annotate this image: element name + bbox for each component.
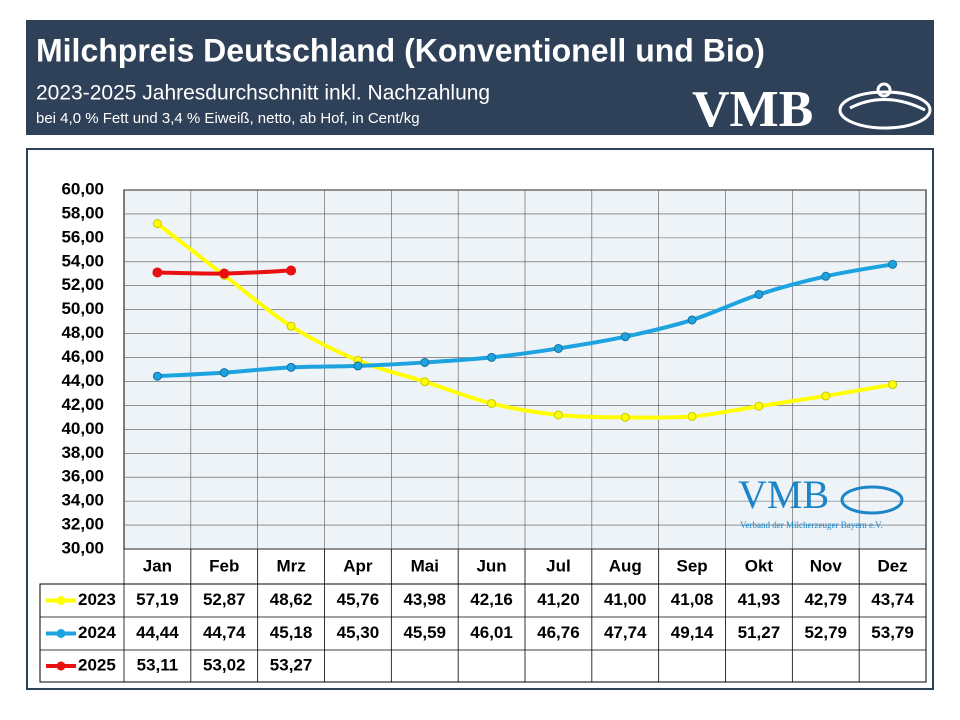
table-value: 46,01 [470, 623, 513, 642]
table-value: 53,11 [137, 655, 179, 674]
point [821, 271, 831, 281]
table-value: 45,59 [403, 623, 446, 642]
chart-note: bei 4,0 % Fett und 3,4 % Eiweiß, netto, … [36, 110, 420, 127]
table-value: 43,98 [403, 590, 446, 609]
point [888, 380, 898, 390]
y-tick-label: 30,00 [61, 538, 104, 557]
legend-marker [56, 629, 66, 638]
x-tick-label: Okt [745, 556, 774, 575]
table-value: 43,74 [871, 590, 914, 609]
table-value: 47,74 [604, 623, 647, 642]
y-tick-label: 52,00 [61, 275, 104, 294]
chart-subtitle: 2023-2025 Jahresdurchschnitt inkl. Nachz… [36, 82, 490, 105]
y-tick-label: 58,00 [61, 203, 104, 222]
point [219, 368, 229, 378]
point [420, 357, 430, 367]
table-value: 45,18 [270, 623, 313, 642]
y-tick-label: 36,00 [61, 467, 104, 486]
table-value: 49,14 [671, 623, 714, 642]
x-tick-label: Apr [343, 556, 373, 575]
y-tick-label: 34,00 [61, 491, 104, 510]
y-tick-label: 50,00 [61, 299, 104, 318]
table-value: 57,19 [136, 590, 179, 609]
table-value: 44,74 [203, 623, 246, 642]
point [553, 410, 563, 420]
table-value: 44,44 [136, 623, 179, 642]
point [353, 361, 363, 371]
point [821, 391, 831, 401]
watermark-text: Verband der Milcherzeuger Bayern e.V. [740, 520, 883, 530]
x-tick-label: Feb [209, 556, 239, 575]
table-value: 51,27 [738, 623, 781, 642]
legend-label: 2023 [78, 590, 116, 609]
point [620, 332, 630, 342]
table-value: 41,20 [537, 590, 580, 609]
table-value: 41,08 [671, 590, 714, 609]
point [754, 401, 764, 411]
x-tick-label: Jun [476, 556, 506, 575]
point [754, 289, 764, 299]
legend-label: 2024 [78, 623, 116, 642]
point [286, 362, 296, 372]
point [152, 267, 163, 278]
y-tick-label: 44,00 [61, 371, 104, 390]
table-value: 41,93 [738, 590, 781, 609]
watermark-swoosh [840, 485, 904, 515]
table-value: 42,16 [470, 590, 513, 609]
x-tick-label: Aug [609, 556, 642, 575]
point [286, 321, 296, 331]
point [487, 352, 497, 362]
table-value: 52,79 [804, 623, 847, 642]
legend-marker [56, 596, 66, 605]
table-value: 45,76 [337, 590, 380, 609]
y-tick-label: 60,00 [61, 179, 104, 198]
point [286, 265, 297, 276]
logo-swoosh [838, 82, 932, 130]
point [487, 398, 497, 408]
table-value: 45,30 [337, 623, 380, 642]
table-value: 53,27 [270, 655, 313, 674]
watermark-logo: VMB [738, 472, 829, 517]
y-tick-label: 46,00 [61, 347, 104, 366]
y-tick-label: 54,00 [61, 251, 104, 270]
x-tick-label: Jul [546, 556, 571, 575]
table-value: 46,76 [537, 623, 580, 642]
point [687, 411, 697, 421]
point [687, 315, 697, 325]
table-value: 48,62 [270, 590, 313, 609]
header [26, 20, 934, 135]
y-tick-label: 32,00 [61, 515, 104, 534]
watermark: VMB Verband der Milcherzeuger Bayern e.V… [738, 472, 904, 530]
legend-label: 2025 [78, 655, 116, 674]
logo: VMB [692, 81, 813, 138]
point [420, 377, 430, 387]
x-tick-label: Mai [411, 556, 439, 575]
table-value: 41,00 [604, 590, 647, 609]
table-value: 53,02 [203, 655, 246, 674]
y-tick-label: 38,00 [61, 443, 104, 462]
table-value: 53,79 [871, 623, 914, 642]
point [219, 268, 230, 279]
point [620, 412, 630, 422]
series-line [157, 262, 893, 379]
y-tick-label: 56,00 [61, 227, 104, 246]
x-tick-label: Mrz [276, 556, 305, 575]
chart-title: Milchpreis Deutschland (Konventionell un… [36, 32, 765, 68]
point [888, 259, 898, 269]
y-tick-label: 40,00 [61, 419, 104, 438]
table-value: 42,79 [804, 590, 847, 609]
legend-marker [56, 661, 66, 671]
x-tick-label: Sep [676, 556, 707, 575]
point [152, 219, 162, 229]
x-tick-label: Jan [143, 556, 172, 575]
y-tick-label: 48,00 [61, 323, 104, 342]
table-value: 52,87 [203, 590, 246, 609]
point [553, 343, 563, 353]
x-tick-label: Dez [877, 556, 907, 575]
point [152, 371, 162, 381]
y-tick-label: 42,00 [61, 395, 104, 414]
x-tick-label: Nov [810, 556, 843, 575]
